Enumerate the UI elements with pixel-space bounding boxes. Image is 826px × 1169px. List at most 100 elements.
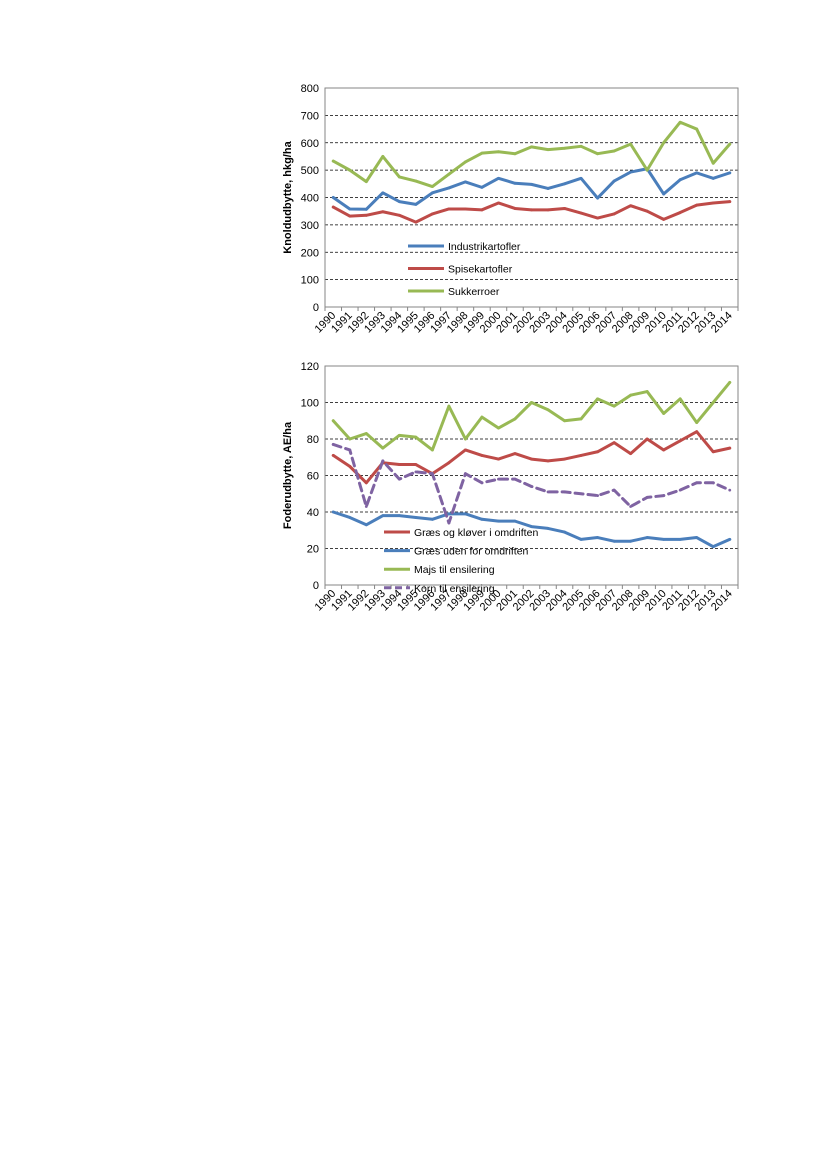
data-point [546,459,550,463]
y-tick-label: 20 [307,544,319,556]
data-point [464,437,467,441]
data-point [711,201,715,205]
data-point [447,186,451,190]
plot-area-border [324,365,739,586]
data-point [464,180,467,184]
data-point [430,472,434,476]
data-point [728,446,732,450]
data-point [364,432,368,435]
data-point [447,521,451,525]
data-point [414,202,418,206]
data-point [414,220,418,224]
data-point [530,208,533,212]
data-point [645,168,649,172]
data-point [331,510,335,514]
data-point [497,176,500,180]
data-point [711,545,715,549]
data-point [348,168,352,172]
series-line [331,167,732,211]
data-point [546,527,550,530]
legend-label: Græs og kløver i omdriften [414,527,538,539]
data-point [397,514,401,518]
data-point [612,404,616,408]
data-point [612,441,616,445]
y-tick-label: 80 [307,434,319,446]
data-point [596,450,599,454]
data-point [678,120,682,124]
y-tick-label: 60 [307,471,319,483]
data-point [513,207,517,210]
data-point [348,464,352,468]
data-point [546,408,550,412]
data-point [513,152,517,156]
data-point [348,516,352,519]
data-point [546,490,550,494]
data-point [563,490,566,494]
data-point [414,463,418,466]
data-point [579,176,583,180]
data-point [678,439,682,443]
data-point [430,448,434,452]
data-point [464,472,467,476]
data-point [397,175,401,179]
data-point [612,539,616,543]
data-point [678,397,682,401]
chart-fodder-yield: 0204060801001201990199119921993199419951… [282,361,739,613]
data-point [381,514,385,518]
data-point [711,450,715,454]
data-point [497,150,500,154]
data-point [430,191,434,195]
y-tick-label: 200 [301,247,319,259]
data-point [513,477,517,481]
legend-label: Sukkerroer [448,286,500,298]
data-point [430,212,434,216]
data-point [662,494,666,497]
data-point [464,160,467,164]
data-point [579,417,583,421]
data-point [563,530,566,534]
data-point [678,211,682,214]
data-point [397,477,401,481]
data-point [397,433,401,437]
data-point [728,171,732,175]
data-point [381,155,385,158]
data-point [728,142,732,146]
data-point [364,481,368,485]
data-point [612,488,616,492]
data-point [480,517,484,521]
data-point [629,204,633,208]
data-point [414,470,418,474]
series-line [331,200,732,224]
data-point [662,537,666,541]
data-point [497,457,500,461]
data-point [546,208,550,212]
data-point [678,178,682,182]
chart-tuber-yield: 0100200300400500600700800199019911992199… [282,83,739,335]
data-point [364,207,368,211]
series-line [331,120,732,189]
data-point [629,142,633,146]
y-tick-label: 100 [301,398,319,410]
data-point [563,182,566,186]
data-point [629,539,633,543]
series-line [331,380,732,452]
data-point [711,176,715,180]
data-point [364,505,368,508]
data-point [530,525,533,528]
plot-area-border [324,87,739,308]
data-point [695,536,699,539]
data-point [612,179,616,183]
data-point [430,185,434,188]
data-point [497,477,500,481]
data-point [331,159,335,163]
data-point [447,172,451,176]
data-point [579,454,583,457]
data-point [662,141,666,145]
data-point [596,494,599,497]
data-point [711,161,715,165]
data-point [480,151,484,155]
legend-label: Græs uden for omdriften [414,546,529,558]
data-point [695,171,699,175]
data-point [480,208,484,212]
data-point [497,201,500,205]
